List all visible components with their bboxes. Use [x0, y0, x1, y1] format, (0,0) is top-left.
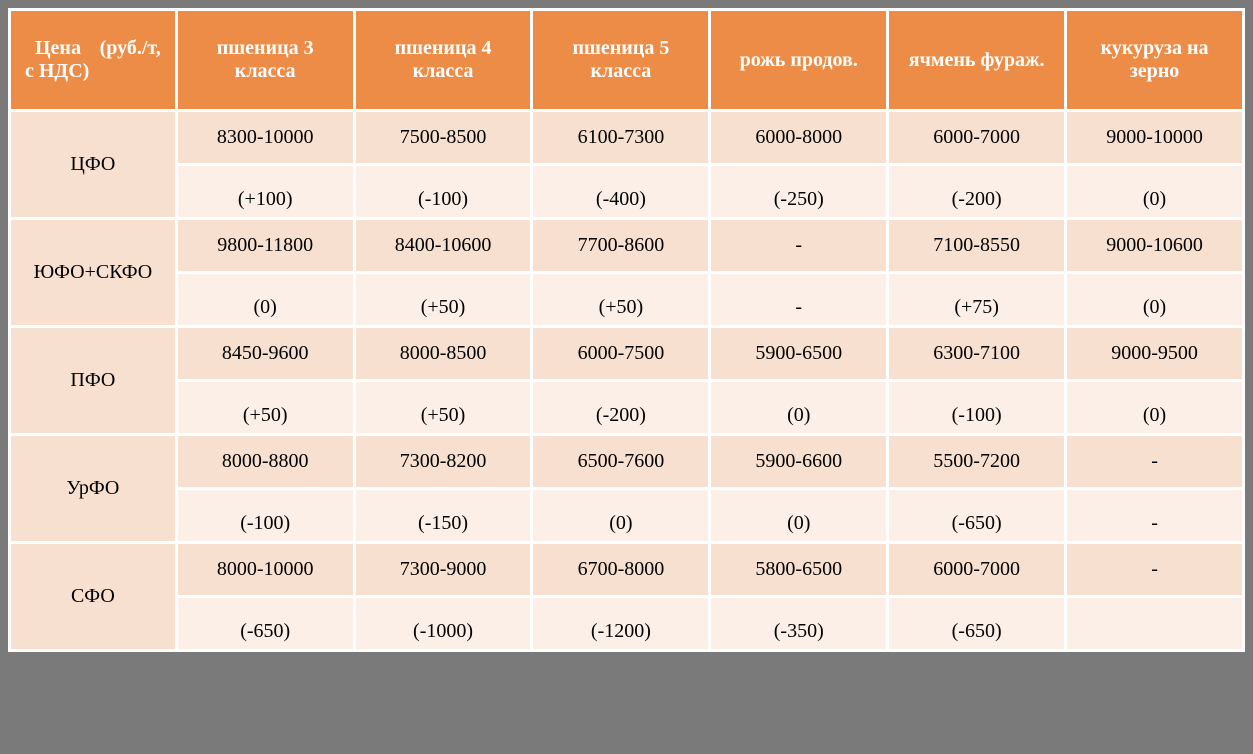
table-row: ПФО 8450-9600 8000-8500 6000-7500 5900-6…: [10, 327, 1244, 381]
delta-cell: (-1200): [532, 597, 710, 651]
delta-cell: (0): [710, 489, 888, 543]
delta-cell: (-650): [176, 597, 354, 651]
delta-cell: (0): [1066, 273, 1244, 327]
col-header-barley: ячмень фураж.: [888, 10, 1066, 111]
price-cell: 7300-8200: [354, 435, 532, 489]
delta-cell: (0): [532, 489, 710, 543]
delta-cell: (+50): [532, 273, 710, 327]
price-cell: 9000-9500: [1066, 327, 1244, 381]
price-cell: 6000-8000: [710, 111, 888, 165]
delta-cell: [1066, 597, 1244, 651]
table-row: ЮФО+СКФО 9800-11800 8400-10600 7700-8600…: [10, 219, 1244, 273]
delta-cell: (-100): [354, 165, 532, 219]
price-cell: 6000-7000: [888, 111, 1066, 165]
price-cell: 5900-6600: [710, 435, 888, 489]
table-row: ЦФО 8300-10000 7500-8500 6100-7300 6000-…: [10, 111, 1244, 165]
table-row: (-100) (-150) (0) (0) (-650) -: [10, 489, 1244, 543]
price-cell: 6700-8000: [532, 543, 710, 597]
price-cell: 5800-6500: [710, 543, 888, 597]
price-cell: -: [1066, 543, 1244, 597]
delta-cell: (-100): [888, 381, 1066, 435]
price-cell: 6000-7500: [532, 327, 710, 381]
price-cell: 8450-9600: [176, 327, 354, 381]
price-cell: 8000-8800: [176, 435, 354, 489]
delta-cell: (-650): [888, 489, 1066, 543]
delta-cell: (-250): [710, 165, 888, 219]
table-row: УрФО 8000-8800 7300-8200 6500-7600 5900-…: [10, 435, 1244, 489]
table-row: (-650) (-1000) (-1200) (-350) (-650): [10, 597, 1244, 651]
col-header-wheat4: пшеница 4 класса: [354, 10, 532, 111]
price-cell: 8300-10000: [176, 111, 354, 165]
price-cell: 7500-8500: [354, 111, 532, 165]
price-cell: 9000-10600: [1066, 219, 1244, 273]
delta-cell: (+50): [176, 381, 354, 435]
delta-cell: -: [1066, 489, 1244, 543]
delta-cell: (-350): [710, 597, 888, 651]
price-cell: 6000-7000: [888, 543, 1066, 597]
table-row: СФО 8000-10000 7300-9000 6700-8000 5800-…: [10, 543, 1244, 597]
price-cell: -: [710, 219, 888, 273]
price-cell: 6500-7600: [532, 435, 710, 489]
delta-cell: (-100): [176, 489, 354, 543]
region-cell: ЦФО: [10, 111, 177, 219]
delta-cell: (0): [1066, 165, 1244, 219]
price-cell: 7100-8550: [888, 219, 1066, 273]
table-header: Цена (руб./т, с НДС) пшеница 3 класса пш…: [10, 10, 1244, 111]
region-cell: УрФО: [10, 435, 177, 543]
price-cell: 6100-7300: [532, 111, 710, 165]
col-header-rye: рожь продов.: [710, 10, 888, 111]
col-header-wheat3: пшеница 3 класса: [176, 10, 354, 111]
price-cell: 8400-10600: [354, 219, 532, 273]
delta-cell: (-400): [532, 165, 710, 219]
delta-cell: (+75): [888, 273, 1066, 327]
delta-cell: (+50): [354, 381, 532, 435]
delta-cell: (0): [176, 273, 354, 327]
delta-cell: (+100): [176, 165, 354, 219]
price-cell: 8000-8500: [354, 327, 532, 381]
price-table-wrapper: Цена (руб./т, с НДС) пшеница 3 класса пш…: [8, 8, 1245, 652]
price-cell: 8000-10000: [176, 543, 354, 597]
region-cell: СФО: [10, 543, 177, 651]
price-cell: 5900-6500: [710, 327, 888, 381]
table-row: (+50) (+50) (-200) (0) (-100) (0): [10, 381, 1244, 435]
delta-cell: (0): [1066, 381, 1244, 435]
region-cell: ЮФО+СКФО: [10, 219, 177, 327]
delta-cell: (-200): [532, 381, 710, 435]
price-table: Цена (руб./т, с НДС) пшеница 3 класса пш…: [8, 8, 1245, 652]
price-cell: 5500-7200: [888, 435, 1066, 489]
col-header-price: Цена (руб./т, с НДС): [10, 10, 177, 111]
delta-cell: (-150): [354, 489, 532, 543]
delta-cell: (-200): [888, 165, 1066, 219]
price-cell: 6300-7100: [888, 327, 1066, 381]
col-header-corn: кукуруза на зерно: [1066, 10, 1244, 111]
price-cell: 7700-8600: [532, 219, 710, 273]
price-cell: 9000-10000: [1066, 111, 1244, 165]
region-cell: ПФО: [10, 327, 177, 435]
price-cell: 9800-11800: [176, 219, 354, 273]
delta-cell: -: [710, 273, 888, 327]
price-cell: 7300-9000: [354, 543, 532, 597]
table-row: (0) (+50) (+50) - (+75) (0): [10, 273, 1244, 327]
col-header-wheat5: пшеница 5 класса: [532, 10, 710, 111]
delta-cell: (-1000): [354, 597, 532, 651]
table-body: ЦФО 8300-10000 7500-8500 6100-7300 6000-…: [10, 111, 1244, 651]
delta-cell: (+50): [354, 273, 532, 327]
delta-cell: (0): [710, 381, 888, 435]
table-row: (+100) (-100) (-400) (-250) (-200) (0): [10, 165, 1244, 219]
delta-cell: (-650): [888, 597, 1066, 651]
price-cell: -: [1066, 435, 1244, 489]
